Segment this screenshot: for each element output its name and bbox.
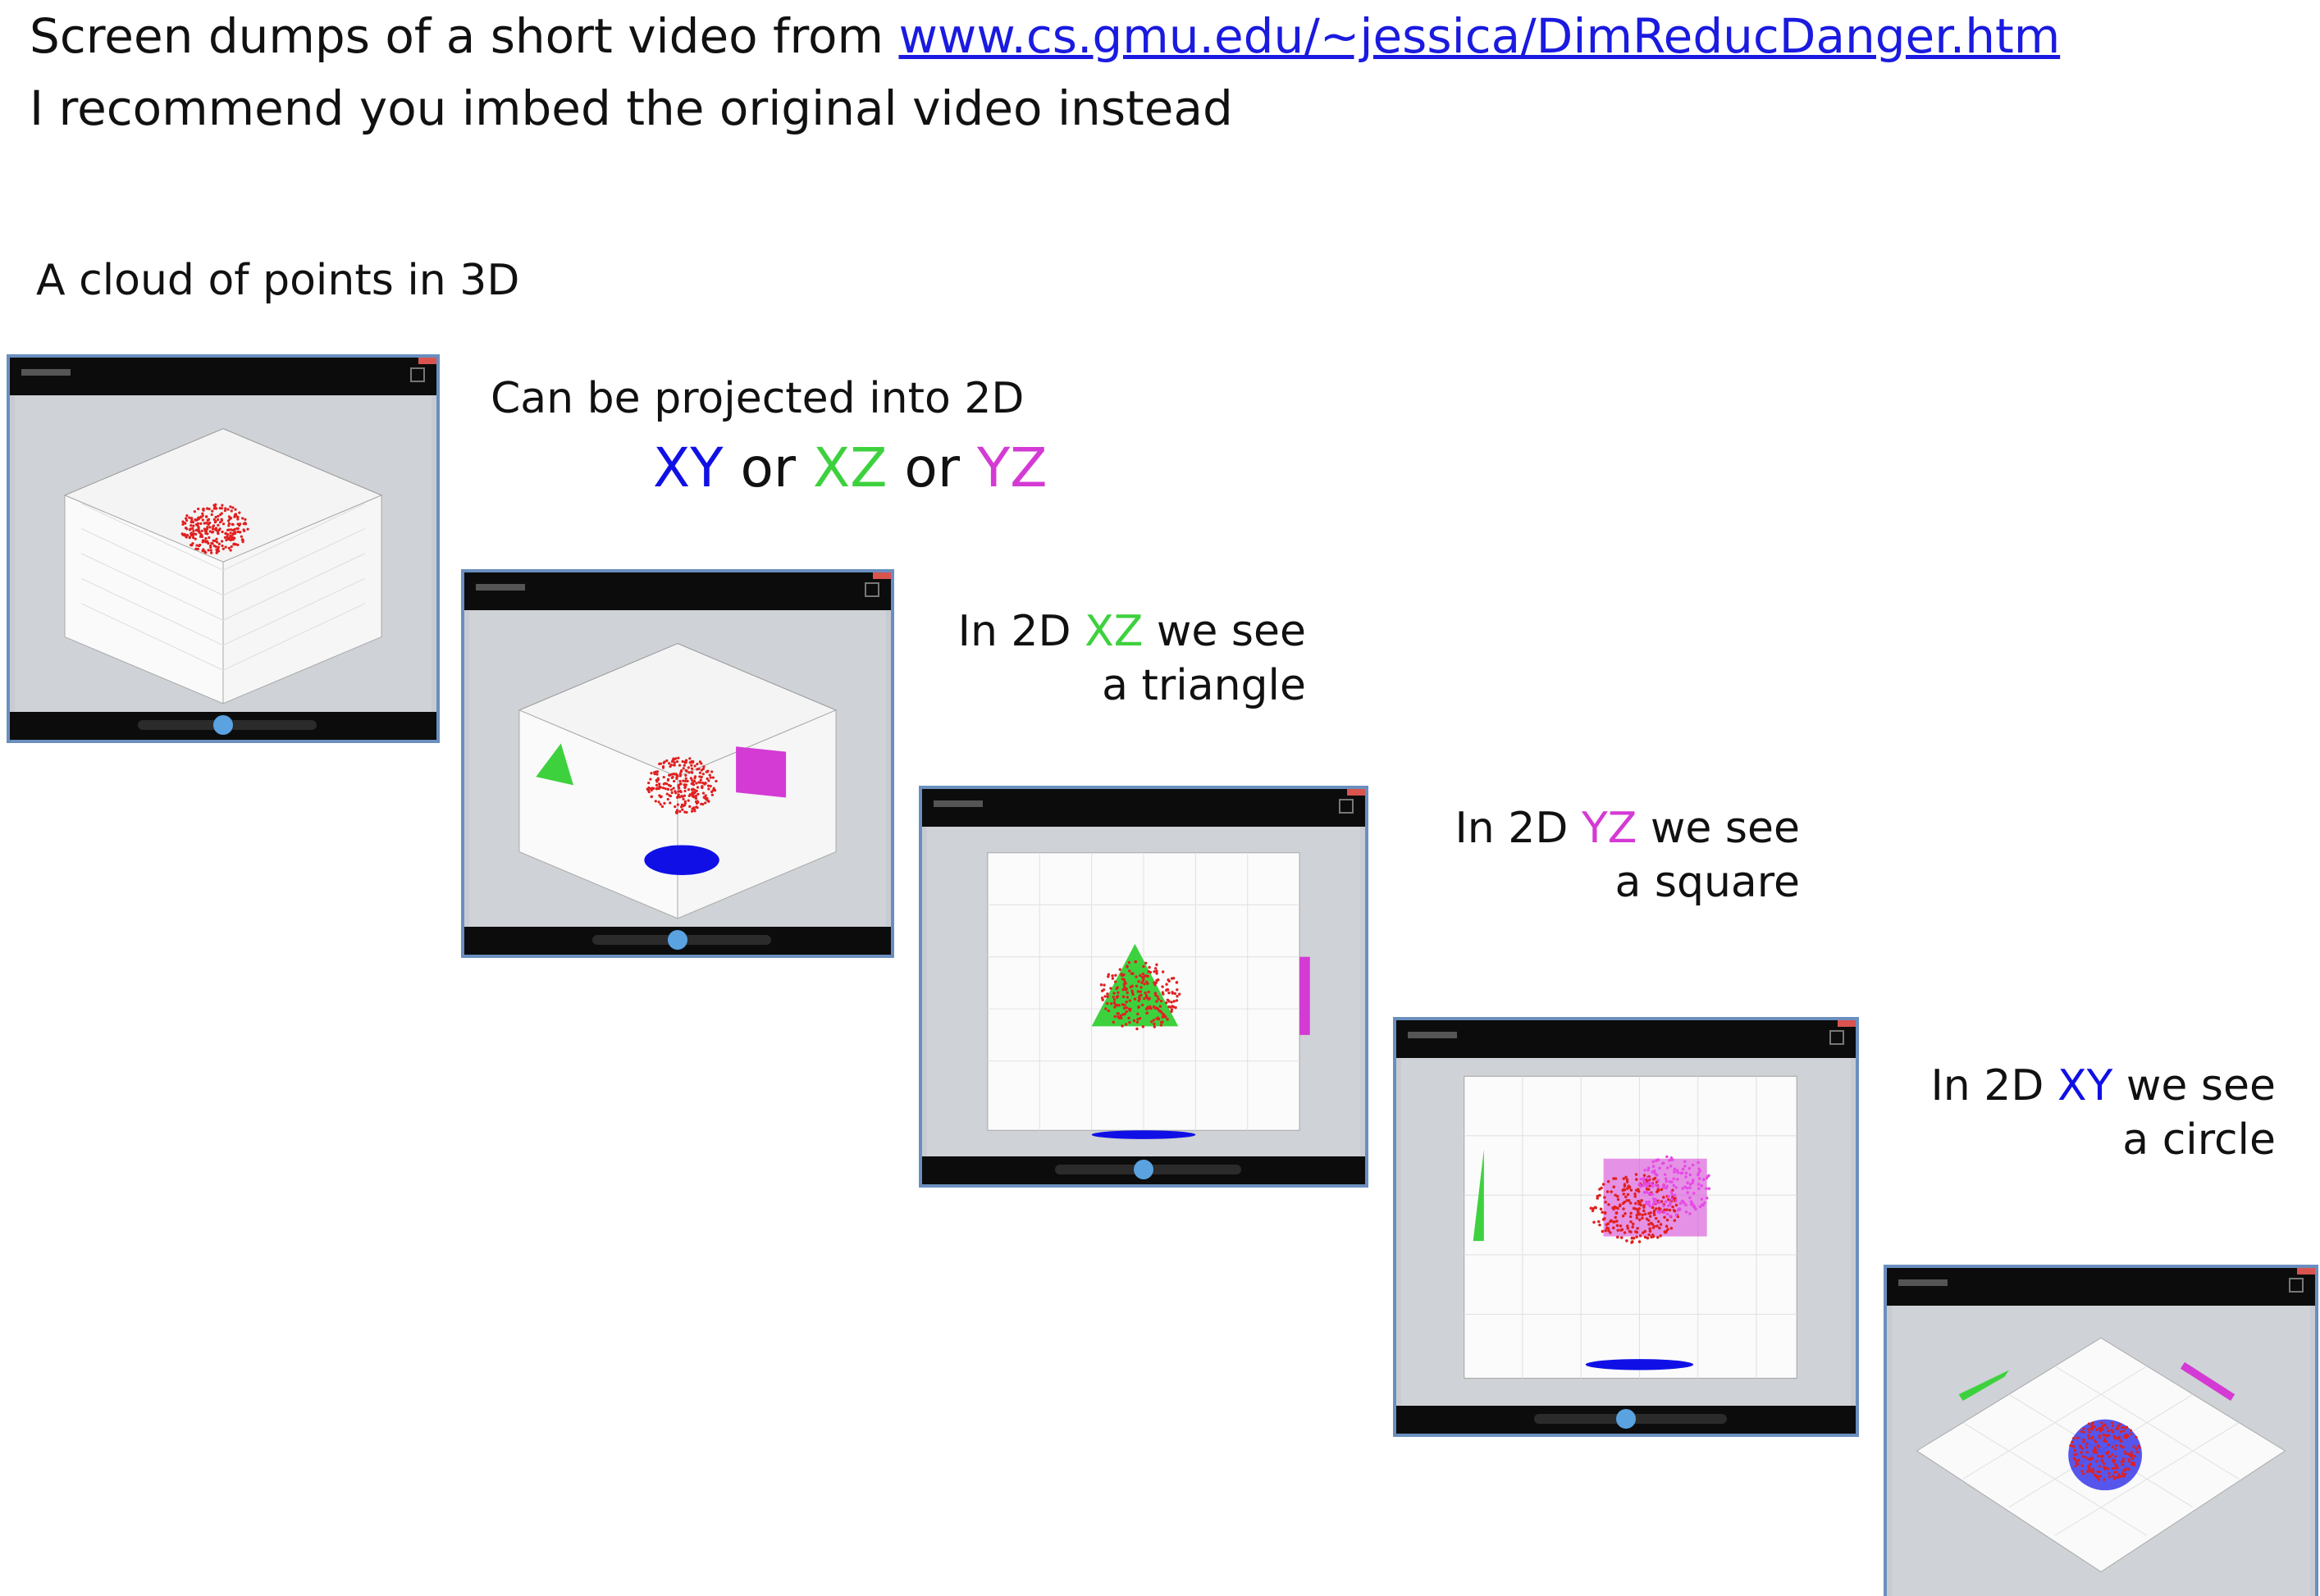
plot-area — [927, 827, 1360, 1156]
play-icon[interactable] — [1134, 1160, 1153, 1179]
source-link[interactable]: www.cs.gmu.edu/~jessica/DimReducDanger.h… — [898, 8, 2061, 64]
video-frame-xz[interactable] — [919, 786, 1368, 1188]
shape-circle-text: a circle — [2122, 1115, 2276, 1165]
header-text: Screen dumps of a short video from — [30, 8, 899, 64]
video-controls[interactable] — [464, 927, 891, 955]
close-icon[interactable] — [873, 572, 891, 579]
caption-projected: Can be projected into 2D — [491, 374, 1025, 423]
video-title-bar — [1887, 1268, 2315, 1306]
point-cloud — [2069, 1421, 2141, 1481]
play-icon[interactable] — [668, 930, 687, 950]
caption-text: we see — [1143, 607, 1306, 656]
shape-square-text: a square — [1614, 858, 1800, 907]
maximize-icon[interactable] — [865, 582, 879, 597]
video-title-bar — [464, 572, 891, 610]
play-icon[interactable] — [1616, 1409, 1636, 1429]
video-frame-yz[interactable] — [1393, 1017, 1859, 1437]
label-yz: YZ — [1581, 804, 1637, 853]
header-line-2: I recommend you imbed the original video… — [30, 80, 1233, 136]
video-frame-xy[interactable] — [1884, 1265, 2318, 1596]
label-xz: XZ — [813, 436, 888, 499]
video-controls[interactable] — [10, 712, 436, 740]
caption-text: In 2D — [957, 607, 1085, 656]
caption-cloud: A cloud of points in 3D — [36, 256, 520, 305]
close-icon[interactable] — [1347, 789, 1365, 796]
label-xy: XY — [2057, 1061, 2113, 1110]
label-or: or — [887, 436, 977, 499]
video-controls[interactable] — [1396, 1406, 1856, 1434]
plot-area — [469, 610, 886, 927]
close-icon[interactable] — [418, 358, 436, 364]
label-xy: XY — [653, 436, 724, 499]
video-controls[interactable] — [922, 1156, 1365, 1184]
plot-area — [15, 395, 432, 712]
plot-area — [1892, 1306, 2310, 1596]
shape-triangle-text: a triangle — [1102, 661, 1306, 710]
caption-text: we see — [2112, 1061, 2276, 1110]
video-frame-projections[interactable] — [461, 569, 894, 958]
video-title-bar — [1396, 1020, 1856, 1058]
caption-yz: In 2D YZ we see a square — [1378, 804, 1800, 907]
close-icon[interactable] — [1838, 1020, 1856, 1027]
point-cloud — [180, 503, 249, 554]
video-title-bar — [10, 358, 436, 395]
video-frame-cloud[interactable] — [7, 354, 440, 743]
caption-text: In 2D — [1930, 1061, 2057, 1110]
caption-xy: In 2D XY we see a circle — [1887, 1061, 2276, 1165]
caption-projection-options: XY or XZ or YZ — [653, 436, 1047, 499]
video-title-bar — [922, 789, 1365, 827]
label-yz: YZ — [976, 436, 1048, 499]
close-icon[interactable] — [2297, 1268, 2315, 1275]
point-cloud — [1099, 960, 1181, 1031]
caption-text: In 2D — [1455, 804, 1582, 853]
point-cloud — [646, 756, 718, 814]
plot-area — [1401, 1058, 1851, 1406]
maximize-icon[interactable] — [2289, 1278, 2304, 1293]
maximize-icon[interactable] — [410, 367, 425, 382]
label-xz: XZ — [1085, 607, 1144, 656]
point-cloud — [1637, 1155, 1711, 1218]
play-icon[interactable] — [213, 715, 233, 735]
label-or: or — [723, 436, 814, 499]
maximize-icon[interactable] — [1339, 799, 1354, 814]
caption-xz: In 2D XZ we see a triangle — [902, 607, 1306, 710]
header-line-1: Screen dumps of a short video from www.c… — [30, 8, 2060, 64]
maximize-icon[interactable] — [1829, 1030, 1844, 1045]
caption-text: we see — [1637, 804, 1800, 853]
